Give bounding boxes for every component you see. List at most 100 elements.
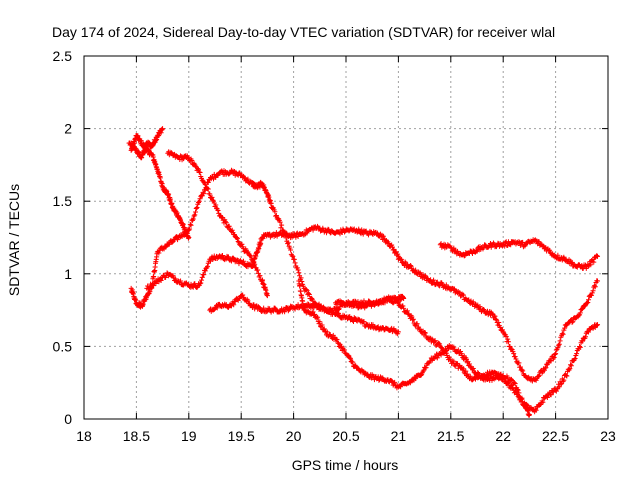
data-point-interp bbox=[512, 387, 518, 393]
data-point-interp bbox=[492, 313, 498, 319]
data-point-interp bbox=[466, 297, 472, 303]
data-point-interp bbox=[508, 242, 514, 248]
data-point-interp bbox=[398, 384, 404, 390]
data-point-interp bbox=[477, 304, 483, 310]
data-point bbox=[437, 242, 443, 248]
data-point-interp bbox=[289, 253, 295, 259]
data-point-interp bbox=[548, 392, 554, 398]
data-point-interp bbox=[245, 176, 251, 182]
data-point-interp bbox=[298, 275, 304, 281]
data-point bbox=[563, 372, 569, 378]
series-s3 bbox=[165, 149, 270, 299]
data-point-interp bbox=[432, 338, 438, 344]
data-point-interp bbox=[451, 245, 457, 251]
data-point-interp bbox=[434, 355, 440, 361]
data-point-interp bbox=[561, 377, 567, 383]
data-point-interp bbox=[202, 268, 208, 274]
data-point-interp bbox=[279, 222, 285, 228]
data-point bbox=[395, 300, 401, 306]
series-s8 bbox=[395, 255, 601, 384]
data-point-interp bbox=[169, 200, 175, 206]
data-point-interp bbox=[347, 355, 353, 361]
data-point-interp bbox=[223, 220, 229, 226]
data-point-interp bbox=[395, 251, 401, 257]
data-point-interp bbox=[191, 213, 197, 219]
data-point-interp bbox=[338, 227, 344, 233]
data-point-interp bbox=[475, 375, 481, 381]
data-point bbox=[553, 351, 559, 357]
data-point-interp bbox=[555, 345, 561, 351]
data-point-interp bbox=[520, 368, 526, 374]
data-point-interp bbox=[516, 360, 522, 366]
data-point-interp bbox=[240, 258, 246, 264]
data-point-interp bbox=[300, 298, 306, 304]
data-point-interp bbox=[302, 307, 308, 313]
series-s10 bbox=[333, 294, 601, 415]
data-point-interp bbox=[317, 319, 323, 325]
data-point-interp bbox=[585, 299, 591, 305]
data-point-interp bbox=[451, 358, 457, 364]
data-point-interp bbox=[228, 258, 234, 264]
data-point-interp bbox=[273, 306, 279, 312]
data-point-interp bbox=[226, 223, 232, 229]
data-point-interp bbox=[443, 350, 449, 356]
data-point-interp bbox=[380, 233, 386, 239]
data-point-interp bbox=[407, 263, 413, 269]
data-point-interp bbox=[197, 170, 203, 176]
data-point-interp bbox=[410, 316, 416, 322]
x-tick-label: 18.5 bbox=[123, 428, 150, 444]
data-point-interp bbox=[205, 263, 211, 269]
data-point-interp bbox=[569, 319, 575, 325]
data-point bbox=[160, 126, 166, 132]
data-point-interp bbox=[371, 377, 377, 383]
data-point-interp bbox=[422, 330, 428, 336]
data-point-interp bbox=[314, 315, 320, 321]
data-point-interp bbox=[536, 373, 542, 379]
data-point-interp bbox=[580, 338, 586, 344]
data-point-interp bbox=[201, 191, 207, 197]
data-point-interp bbox=[590, 288, 596, 294]
data-point-interp bbox=[414, 321, 420, 327]
data-point-interp bbox=[559, 331, 565, 337]
data-point-interp bbox=[594, 253, 600, 259]
data-point bbox=[207, 191, 213, 197]
data-point-interp bbox=[502, 240, 508, 246]
data-point-interp bbox=[347, 356, 353, 362]
data-point-interp bbox=[193, 206, 199, 212]
data-point-interp bbox=[544, 395, 550, 401]
data-point-interp bbox=[201, 272, 207, 278]
data-point-interp bbox=[335, 310, 341, 316]
data-point-interp bbox=[395, 299, 401, 305]
data-point-interp bbox=[204, 185, 210, 191]
data-point-interp bbox=[193, 163, 199, 169]
data-point-interp bbox=[292, 260, 298, 266]
data-point-interp bbox=[256, 246, 262, 252]
data-point-interp bbox=[296, 270, 302, 276]
data-point-interp bbox=[239, 241, 245, 247]
data-point-interp bbox=[519, 396, 525, 402]
data-point-interp bbox=[310, 309, 316, 315]
data-point-interp bbox=[361, 319, 367, 325]
data-point-interp bbox=[215, 208, 221, 214]
data-point-interp bbox=[489, 311, 495, 317]
data-point-interp bbox=[408, 263, 414, 269]
data-point-interp bbox=[556, 342, 562, 348]
x-tick-label: 20 bbox=[286, 428, 302, 444]
data-point-interp bbox=[359, 227, 365, 233]
data-point bbox=[416, 271, 422, 277]
data-point-interp bbox=[473, 248, 479, 254]
series-s5 bbox=[144, 223, 401, 292]
data-point-interp bbox=[199, 274, 205, 280]
data-point-interp bbox=[336, 306, 342, 312]
data-point-interp bbox=[586, 329, 592, 335]
data-point-interp bbox=[591, 259, 597, 265]
data-point-interp bbox=[540, 399, 546, 405]
data-point-interp bbox=[413, 267, 419, 273]
data-point-interp bbox=[564, 373, 570, 379]
data-point-interp bbox=[568, 362, 574, 368]
data-point-interp bbox=[547, 247, 553, 253]
data-point-interp bbox=[431, 277, 437, 283]
data-point-interp bbox=[228, 303, 234, 309]
data-point-interp bbox=[579, 306, 585, 312]
